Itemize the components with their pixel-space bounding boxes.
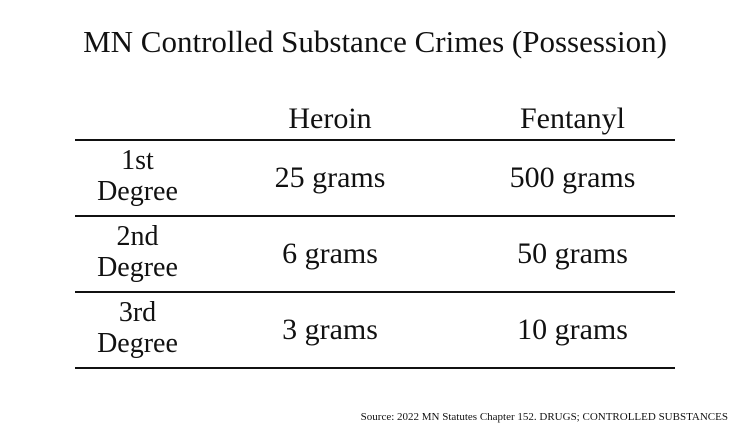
table-row: 1st Degree 25 grams 500 grams xyxy=(75,141,675,217)
row-label: 1st Degree xyxy=(75,145,200,207)
row-label-degree-word: Degree xyxy=(97,252,178,283)
row-label-degree-word: Degree xyxy=(97,176,178,207)
table-row: 2nd Degree 6 grams 50 grams xyxy=(75,217,675,293)
row-label-degree-number: 3rd xyxy=(118,297,157,328)
source-note: Source: 2022 MN Statutes Chapter 152. DR… xyxy=(360,411,728,423)
page-title: MN Controlled Substance Crimes (Possessi… xyxy=(83,24,667,59)
possession-table: Heroin Fentanyl 1st Degree 25 grams 500 … xyxy=(75,98,675,369)
cell-fentanyl: 10 grams xyxy=(517,313,628,346)
cell-fentanyl: 500 grams xyxy=(509,161,636,194)
cell-heroin: 25 grams xyxy=(274,161,386,194)
row-label-degree-word: Degree xyxy=(97,328,178,359)
row-label-degree-number: 1st xyxy=(121,145,154,176)
table-row: 3rd Degree 3 grams 10 grams xyxy=(75,293,675,369)
cell-fentanyl: 50 grams xyxy=(517,237,628,270)
row-label: 3rd Degree xyxy=(75,297,200,359)
cell-heroin: 6 grams xyxy=(282,237,378,270)
row-label: 2nd Degree xyxy=(75,221,200,283)
table-header-row: Heroin Fentanyl xyxy=(75,98,675,141)
cell-heroin: 3 grams xyxy=(282,313,378,346)
row-label-degree-number: 2nd xyxy=(116,221,159,252)
column-header-heroin: Heroin xyxy=(288,102,372,135)
column-header-fentanyl: Fentanyl xyxy=(520,102,625,135)
